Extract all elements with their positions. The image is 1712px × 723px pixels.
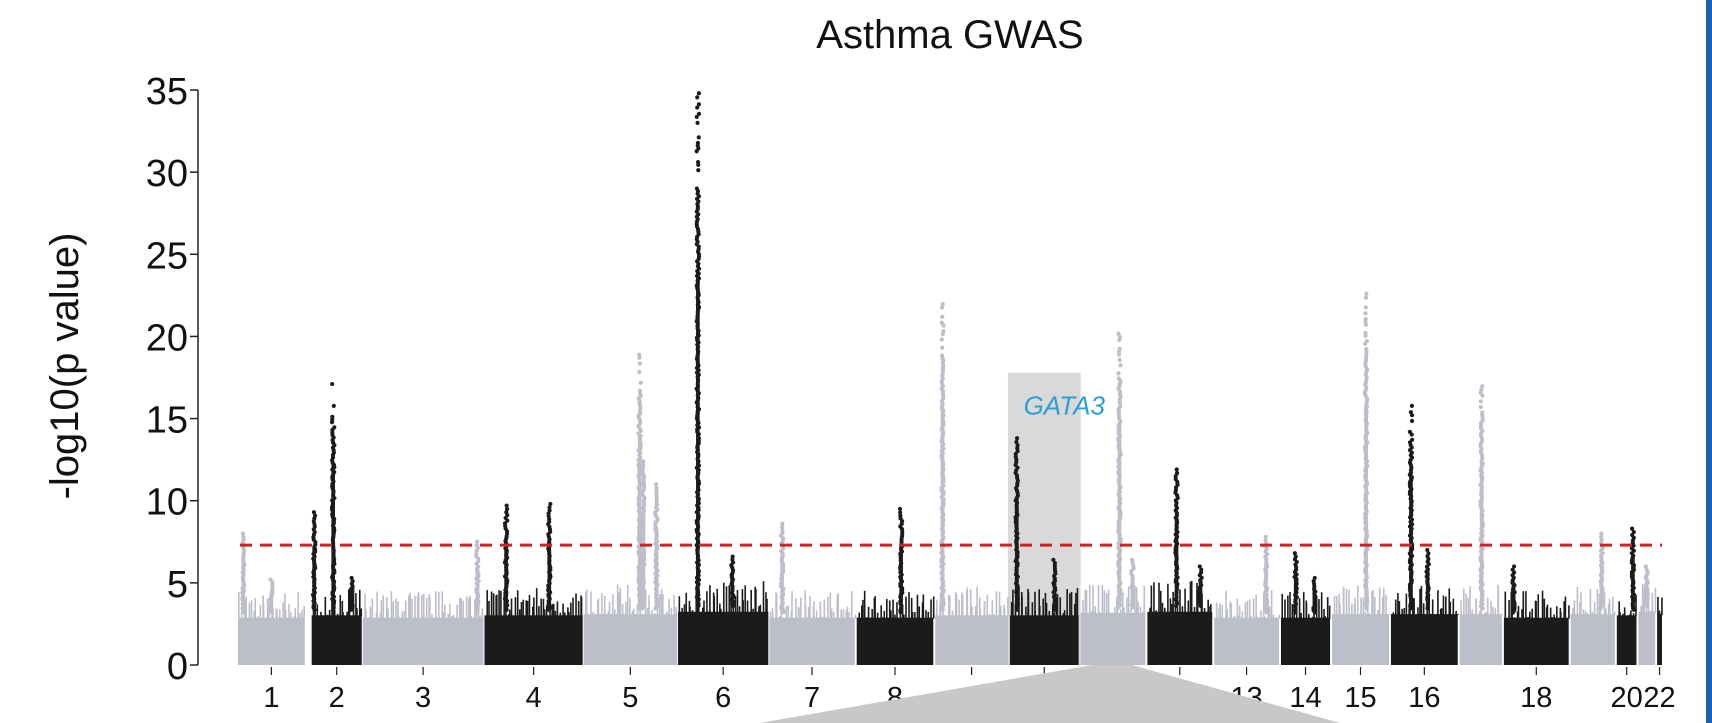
chr-band-15 [1332,614,1389,665]
peak-chr14-0 [1292,551,1299,615]
chr-band-13 [1214,617,1279,665]
chr-band-16 [1390,614,1458,665]
gata3-annotation: GATA3 [1024,391,1106,421]
chr-band-5 [583,614,677,665]
peak-chr2-1 [329,381,337,612]
x-tick-label-5: 5 [622,682,638,714]
peak-chr16-1 [1424,547,1431,611]
x-tick-label-22: 22 [1643,682,1675,714]
peak-chr10-0 [1013,436,1021,612]
peak-chr2-0 [310,510,318,612]
x-tick-label-18: 18 [1520,682,1552,714]
peak-chr9-0 [939,302,946,612]
x-tick-label-6: 6 [715,682,731,714]
peak-chr6-1 [729,554,736,608]
chr-noise-18 [1504,590,1570,619]
x-tick-label-16: 16 [1408,682,1440,714]
chr-noise-6 [678,581,768,613]
chr-band-18 [1503,617,1569,665]
frame-edge [1706,0,1712,723]
peak-chr2-2 [348,575,355,612]
peak-chr11-1 [1129,557,1136,610]
chr-noise-11 [1082,585,1146,614]
x-tick-label-1: 1 [263,682,279,714]
peak-chr6-0 [694,91,702,608]
y-tick-label-15: 15 [146,400,188,442]
peak-chr12-1 [1197,564,1204,608]
chr-noise-3 [364,591,484,619]
peak-chr20-0 [1629,526,1637,612]
peak-chr5-2 [653,482,660,611]
chr-band-4 [484,615,583,665]
peak-chr10-1 [1051,557,1058,612]
chr-noise-14 [1281,592,1331,619]
x-tick-label-2: 2 [329,682,345,714]
chr-noise-4 [486,588,583,617]
chr-band-9 [935,615,1008,665]
peak-chr7-0 [778,521,786,615]
peak-chr18-0 [1510,564,1517,615]
chr-noise-1 [238,592,305,619]
chr-noise-15 [1333,585,1391,616]
y-tick-label-20: 20 [146,317,188,359]
chr-noise-22 [1657,596,1663,616]
y-tick-label-5: 5 [167,564,188,606]
peak-chr1-1 [268,577,275,615]
y-tick-label-35: 35 [146,71,188,113]
chr-noise-8 [858,590,935,619]
chr-band-12 [1147,611,1213,665]
chr-noise-19 [1572,587,1616,616]
chr-band-20 [1616,615,1637,665]
chr-noise-2 [312,586,363,617]
peak-chr16-0 [1407,403,1415,611]
y-axis-label: -log10(p value) [43,233,87,500]
peak-chr4-0 [502,503,510,612]
x-tick-label-20: 20 [1611,682,1643,714]
y-tick-label-25: 25 [146,235,188,277]
peak-chr8-0 [897,506,905,615]
chr-band-22 [1657,614,1662,665]
chr-noise-5 [585,584,677,616]
chr-band-2 [311,615,362,665]
y-tick-label-30: 30 [146,153,188,195]
chart-title: Asthma GWAS [816,13,1083,57]
chr-noise-20 [1618,594,1637,617]
chr-band-10 [1009,615,1079,665]
chr-band-21 [1638,611,1656,665]
chr-band-7 [769,617,855,665]
chr-noise-7 [769,590,857,619]
peak-chr4-1 [546,501,553,612]
peak-chr19-0 [1598,531,1605,611]
peak-chr11-0 [1116,331,1123,610]
chr-noise-9 [936,586,1009,617]
x-tick-label-15: 15 [1344,682,1376,714]
chr-band-11 [1080,612,1146,665]
chr-band-6 [677,611,769,665]
x-tick-label-7: 7 [804,682,820,714]
chr-band-17 [1459,614,1502,665]
chr-band-1 [238,617,305,665]
chr-band-8 [856,617,934,665]
chr-band-3 [362,617,484,665]
peak-chr17-0 [1478,384,1485,611]
peak-chr21-0 [1643,564,1650,608]
zoom-wedge [760,665,1340,723]
chr-noise-13 [1215,590,1281,619]
x-tick-label-4: 4 [526,682,542,714]
x-tick-label-3: 3 [415,682,431,714]
chr-band-14 [1280,617,1331,665]
peak-chr3-0 [474,539,481,615]
x-tick-label-14: 14 [1289,682,1321,714]
peak-chr12-0 [1173,467,1180,608]
peak-chr14-1 [1311,575,1318,615]
chr-band-19 [1570,614,1615,665]
y-tick-label-0: 0 [167,646,188,688]
y-tick-label-10: 10 [146,482,188,524]
peak-chr15-0 [1362,291,1370,611]
peak-chr13-0 [1262,534,1270,615]
